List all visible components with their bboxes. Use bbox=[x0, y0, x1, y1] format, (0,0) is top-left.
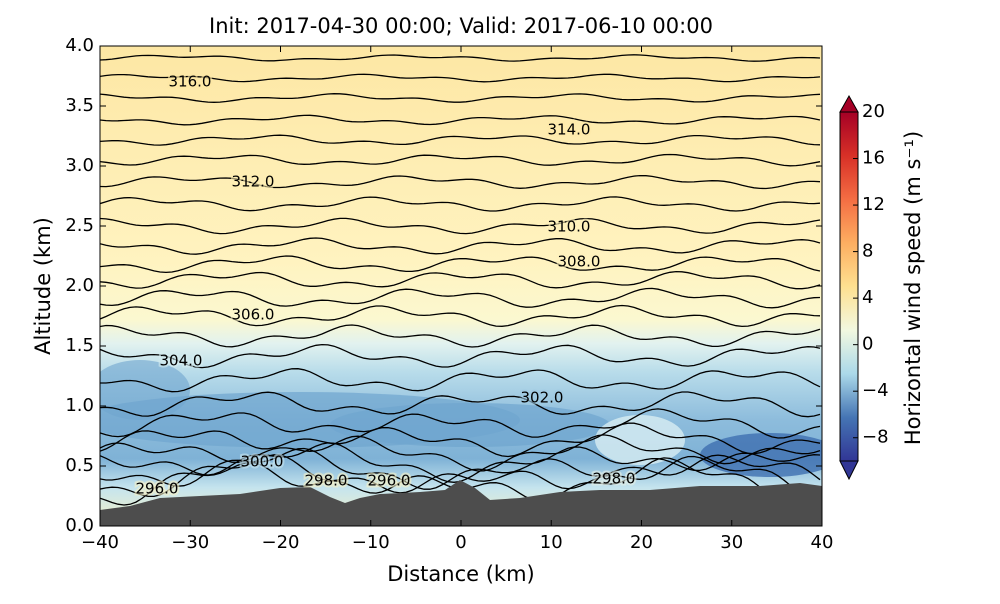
contour-label: 302.0 bbox=[521, 389, 564, 407]
contour-line bbox=[100, 343, 821, 369]
x-tick-label: 20 bbox=[630, 532, 653, 553]
chart-title: Init: 2017-04-30 00:00; Valid: 2017-06-1… bbox=[209, 14, 713, 38]
colorbar-label: Horizontal wind speed (m s⁻¹) bbox=[901, 131, 925, 445]
contour-label: 296.0 bbox=[368, 472, 411, 490]
contour-line bbox=[100, 408, 821, 439]
contour-line bbox=[100, 114, 821, 126]
contour-label: 304.0 bbox=[160, 352, 203, 370]
colorbar-tick-label: 8 bbox=[862, 241, 873, 262]
x-tick-label: −30 bbox=[171, 532, 209, 553]
contour-label: 300.0 bbox=[241, 453, 284, 471]
colorbar-extend-min bbox=[839, 460, 859, 481]
contour-line bbox=[100, 270, 821, 290]
contour-line bbox=[100, 324, 821, 348]
contour-line bbox=[100, 217, 821, 235]
contour-label: 308.0 bbox=[558, 253, 601, 271]
y-axis-label: Altitude (km) bbox=[31, 217, 55, 355]
contour-label: 312.0 bbox=[232, 173, 275, 191]
x-tick-label: −10 bbox=[352, 532, 390, 553]
y-tick-label: 3.0 bbox=[65, 155, 94, 176]
contour-line bbox=[100, 54, 821, 62]
colorbar-tick-label: −4 bbox=[862, 380, 889, 401]
colorbar-tick-label: 20 bbox=[862, 101, 885, 122]
x-tick-label: −40 bbox=[81, 532, 119, 553]
contour-line bbox=[100, 447, 821, 490]
colorbar-tick-label: 12 bbox=[862, 194, 885, 215]
y-tick-label: 0.0 bbox=[65, 515, 94, 536]
contour-label: 306.0 bbox=[232, 306, 275, 324]
y-tick-label: 1.0 bbox=[65, 395, 94, 416]
x-tick-label: 0 bbox=[455, 532, 466, 553]
y-tick-label: 4.0 bbox=[65, 35, 94, 56]
y-tick-label: 0.5 bbox=[65, 455, 94, 476]
colorbar bbox=[839, 111, 859, 462]
contour-line bbox=[100, 391, 821, 418]
contour-label: 296.0 bbox=[136, 480, 179, 498]
contour-line bbox=[100, 434, 821, 472]
x-tick-label: 40 bbox=[811, 532, 834, 553]
y-tick-label: 1.5 bbox=[65, 335, 94, 356]
x-axis-label: Distance (km) bbox=[387, 562, 535, 586]
contour-line bbox=[100, 422, 821, 458]
contour-label: 298.0 bbox=[593, 470, 636, 488]
contour-line bbox=[100, 454, 821, 500]
x-tick-label: 30 bbox=[720, 532, 743, 553]
contour-line bbox=[100, 153, 821, 167]
contour-line bbox=[100, 73, 821, 83]
y-tick-label: 3.5 bbox=[65, 95, 94, 116]
contour-label: 310.0 bbox=[548, 218, 591, 236]
x-tick-label: −20 bbox=[262, 532, 300, 553]
colorbar-tick-label: 16 bbox=[862, 148, 885, 169]
contour-line bbox=[100, 196, 821, 212]
contour-line bbox=[100, 237, 821, 255]
x-tick-label: 10 bbox=[540, 532, 563, 553]
contour-label: 314.0 bbox=[548, 121, 591, 139]
contour-line bbox=[100, 287, 821, 309]
contour-line bbox=[100, 304, 821, 328]
contour-line bbox=[100, 255, 821, 274]
contour-line bbox=[100, 134, 821, 146]
contour-line bbox=[100, 93, 821, 103]
y-tick-label: 2.5 bbox=[65, 215, 94, 236]
colorbar-tick-label: 0 bbox=[862, 334, 873, 355]
contour-label: 316.0 bbox=[169, 73, 212, 91]
y-tick-label: 2.0 bbox=[65, 275, 94, 296]
colorbar-tick-label: 4 bbox=[862, 287, 873, 308]
contour-label: 298.0 bbox=[305, 472, 348, 490]
contour-line bbox=[100, 368, 821, 393]
field bbox=[100, 46, 822, 526]
colorbar-tick-label: −8 bbox=[862, 427, 889, 448]
contour-line bbox=[100, 174, 821, 190]
colorbar-extend-max bbox=[839, 94, 859, 113]
